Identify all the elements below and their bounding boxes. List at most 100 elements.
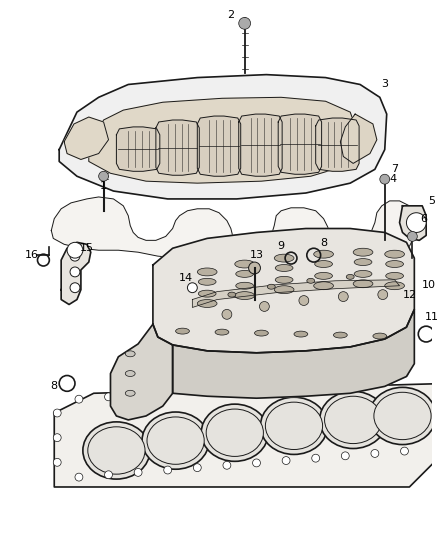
Circle shape: [380, 174, 390, 184]
Circle shape: [299, 296, 309, 305]
Ellipse shape: [369, 387, 436, 445]
Text: 11: 11: [425, 312, 438, 322]
Ellipse shape: [228, 292, 236, 297]
Text: 8: 8: [320, 238, 327, 248]
Circle shape: [222, 310, 232, 319]
Ellipse shape: [254, 330, 268, 336]
Circle shape: [134, 391, 142, 398]
Circle shape: [341, 374, 349, 382]
Circle shape: [253, 381, 261, 389]
Circle shape: [70, 283, 80, 293]
Circle shape: [53, 434, 61, 442]
Text: 5: 5: [429, 196, 436, 206]
Circle shape: [253, 459, 261, 467]
Ellipse shape: [314, 250, 333, 258]
Ellipse shape: [197, 268, 217, 276]
Ellipse shape: [142, 412, 209, 469]
Polygon shape: [117, 127, 160, 171]
Text: 12: 12: [403, 289, 417, 300]
Circle shape: [164, 388, 172, 396]
Ellipse shape: [275, 264, 293, 271]
Ellipse shape: [176, 328, 189, 334]
Circle shape: [53, 458, 61, 466]
Polygon shape: [51, 197, 414, 262]
Circle shape: [371, 372, 379, 379]
Ellipse shape: [314, 261, 332, 268]
Circle shape: [223, 462, 231, 469]
Ellipse shape: [320, 391, 387, 448]
Ellipse shape: [206, 409, 263, 456]
Text: 2: 2: [227, 11, 234, 20]
Polygon shape: [399, 206, 426, 240]
Ellipse shape: [235, 260, 254, 268]
Circle shape: [341, 452, 349, 460]
Ellipse shape: [314, 272, 332, 279]
Circle shape: [282, 457, 290, 464]
Ellipse shape: [236, 270, 254, 277]
Circle shape: [400, 369, 408, 377]
Circle shape: [239, 18, 251, 29]
Ellipse shape: [353, 280, 373, 288]
Polygon shape: [89, 98, 357, 183]
Circle shape: [164, 466, 172, 474]
Circle shape: [339, 292, 348, 302]
Ellipse shape: [373, 333, 387, 339]
Ellipse shape: [385, 250, 404, 258]
Circle shape: [223, 383, 231, 391]
Circle shape: [193, 386, 201, 394]
Ellipse shape: [353, 248, 373, 256]
Ellipse shape: [235, 292, 254, 300]
Polygon shape: [64, 117, 109, 159]
Ellipse shape: [198, 278, 216, 285]
Ellipse shape: [386, 261, 403, 268]
Circle shape: [371, 449, 379, 457]
Ellipse shape: [215, 329, 229, 335]
Circle shape: [105, 471, 113, 479]
Polygon shape: [54, 383, 438, 487]
Ellipse shape: [294, 331, 308, 337]
Text: 13: 13: [250, 250, 264, 260]
Ellipse shape: [325, 396, 382, 443]
Circle shape: [70, 251, 80, 261]
Polygon shape: [239, 114, 282, 176]
Ellipse shape: [236, 282, 254, 289]
Ellipse shape: [333, 332, 347, 338]
Ellipse shape: [198, 290, 216, 297]
Polygon shape: [278, 114, 321, 174]
Ellipse shape: [125, 370, 135, 376]
Ellipse shape: [265, 402, 323, 449]
Polygon shape: [61, 243, 91, 304]
Circle shape: [407, 231, 417, 241]
Text: 14: 14: [178, 273, 193, 283]
Text: 4: 4: [389, 174, 396, 184]
Ellipse shape: [147, 417, 204, 464]
Polygon shape: [197, 116, 241, 176]
Text: 3: 3: [381, 79, 388, 90]
Polygon shape: [153, 229, 414, 353]
Circle shape: [378, 289, 388, 300]
Ellipse shape: [346, 274, 354, 279]
Circle shape: [249, 262, 261, 274]
Text: 6: 6: [421, 214, 427, 224]
Ellipse shape: [267, 284, 275, 289]
Circle shape: [67, 243, 83, 258]
Ellipse shape: [275, 277, 293, 283]
Text: 10: 10: [422, 280, 436, 290]
Ellipse shape: [201, 404, 268, 462]
Polygon shape: [192, 280, 399, 308]
Circle shape: [75, 473, 83, 481]
Ellipse shape: [307, 278, 314, 283]
Circle shape: [282, 378, 290, 386]
Circle shape: [75, 395, 83, 403]
Ellipse shape: [274, 254, 294, 262]
Polygon shape: [156, 120, 199, 175]
Text: 16: 16: [25, 250, 39, 260]
Polygon shape: [340, 114, 377, 164]
Circle shape: [70, 267, 80, 277]
Ellipse shape: [197, 300, 217, 308]
Text: 9: 9: [278, 241, 285, 251]
Circle shape: [187, 283, 197, 293]
Circle shape: [312, 376, 320, 384]
Ellipse shape: [274, 286, 294, 294]
Ellipse shape: [354, 259, 372, 265]
